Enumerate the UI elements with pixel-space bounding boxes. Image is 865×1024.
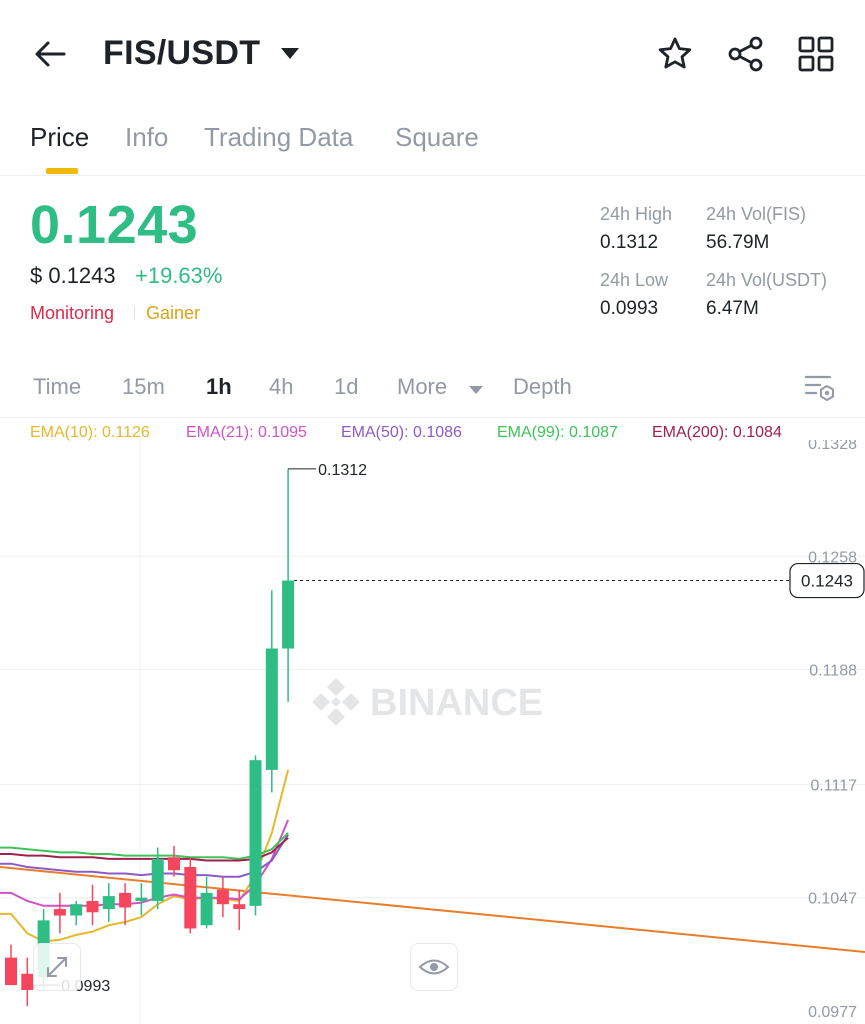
favorite-button[interactable] — [655, 34, 695, 74]
arrow-left-icon — [35, 41, 66, 67]
candle-body — [216, 889, 229, 905]
candle-body — [233, 904, 246, 910]
tag-divider — [134, 306, 135, 320]
ema-99-legend: EMA(99): 0.1087 — [497, 424, 618, 441]
y-tick-label: 0.1258 — [808, 549, 857, 566]
chart-settings-icon — [804, 375, 834, 401]
stat-24h-low-value: 0.0993 — [600, 298, 659, 319]
usd-price: $ 0.1243 — [30, 263, 116, 288]
tab-trading-data[interactable]: Trading Data — [204, 122, 354, 152]
stat-24h-vol-base-value: 56.79M — [706, 232, 770, 253]
interval-more[interactable]: More — [397, 374, 448, 399]
trend-line — [0, 866, 865, 953]
high-marker-label: 0.1312 — [318, 462, 367, 479]
candle-body — [265, 648, 278, 770]
y-tick-label: 0.1328 — [808, 440, 857, 453]
candle-body — [249, 760, 262, 906]
stat-24h-vol-quote-value: 6.47M — [706, 298, 759, 319]
y-tick-label: 0.0977 — [808, 1004, 857, 1021]
ema-line-ema99 — [0, 832, 289, 860]
share-icon — [728, 36, 763, 72]
interval-divider — [0, 417, 865, 418]
stat-24h-vol-quote-label: 24h Vol(USDT) — [706, 270, 828, 290]
stat-24h-high-value: 0.1312 — [600, 232, 659, 253]
binance-watermark: BINANCE — [312, 678, 543, 726]
stat-24h-vol-base-label: 24h Vol(FIS) — [706, 204, 807, 224]
y-tick-label: 0.1047 — [808, 891, 857, 908]
interval-time[interactable]: Time — [33, 374, 82, 399]
candle-body — [21, 973, 34, 990]
candle-body — [70, 904, 83, 916]
tabs-divider — [0, 175, 865, 176]
candle-body — [168, 857, 180, 871]
tab-price[interactable]: Price — [30, 122, 90, 152]
price-change-percent: +19.63% — [135, 263, 223, 288]
fullscreen-button[interactable] — [33, 943, 81, 991]
tag-gainer[interactable]: Gainer — [146, 303, 201, 323]
y-tick-label: 0.1117 — [810, 777, 857, 794]
tab-info[interactable]: Info — [125, 122, 169, 152]
back-button[interactable] — [30, 34, 70, 74]
tab-depth[interactable]: Depth — [513, 374, 572, 399]
star-icon — [658, 37, 692, 69]
grid-icon — [798, 36, 834, 72]
interval-15m[interactable]: 15m — [122, 374, 165, 399]
ema-line-ema21 — [0, 819, 290, 907]
tab-square[interactable]: Square — [395, 122, 479, 152]
current-price-tag: 0.1243 — [294, 562, 865, 599]
pair-title[interactable]: FIS/USDT — [103, 34, 261, 72]
candle-body — [86, 900, 99, 913]
interval-4h[interactable]: 4h — [269, 374, 294, 399]
share-button[interactable] — [726, 34, 766, 74]
chart-grid — [0, 440, 865, 1024]
caret-down-icon[interactable] — [280, 46, 300, 60]
ema-200-legend: EMA(200): 0.1084 — [652, 424, 782, 441]
ema-50-legend: EMA(50): 0.1086 — [341, 424, 462, 441]
watermark-text: BINANCE — [370, 682, 543, 724]
ema-line-ema200 — [0, 837, 289, 862]
candle-body — [135, 897, 148, 901]
tag-monitoring[interactable]: Monitoring — [30, 303, 115, 323]
y-tick-label: 0.1188 — [809, 663, 857, 680]
candle-body — [102, 896, 115, 910]
last-price: 0.1243 — [30, 195, 199, 255]
more-menu-button[interactable] — [796, 34, 836, 74]
chart-settings-button[interactable] — [804, 373, 836, 403]
caret-down-icon[interactable] — [468, 382, 484, 394]
candle-body — [200, 892, 213, 926]
interval-1h[interactable]: 1h — [206, 374, 232, 399]
candle-body — [282, 580, 295, 649]
eye-icon — [418, 959, 450, 975]
candle-body — [151, 858, 164, 901]
candle-body — [5, 957, 17, 986]
candle-body — [184, 866, 197, 929]
ema-line-ema50 — [0, 834, 289, 878]
current-price-label: 0.1243 — [801, 572, 853, 591]
visibility-toggle-button[interactable] — [410, 943, 458, 991]
interval-1d[interactable]: 1d — [334, 374, 359, 399]
ema-10-legend: EMA(10): 0.1126 — [30, 424, 150, 441]
stat-24h-high-label: 24h High — [600, 204, 673, 224]
candle-body — [119, 892, 132, 908]
expand-icon — [47, 957, 67, 977]
active-tab-indicator — [46, 168, 78, 174]
candle-body — [53, 909, 66, 916]
stat-24h-low-label: 24h Low — [600, 270, 669, 290]
ema-21-legend: EMA(21): 0.1095 — [186, 424, 307, 441]
